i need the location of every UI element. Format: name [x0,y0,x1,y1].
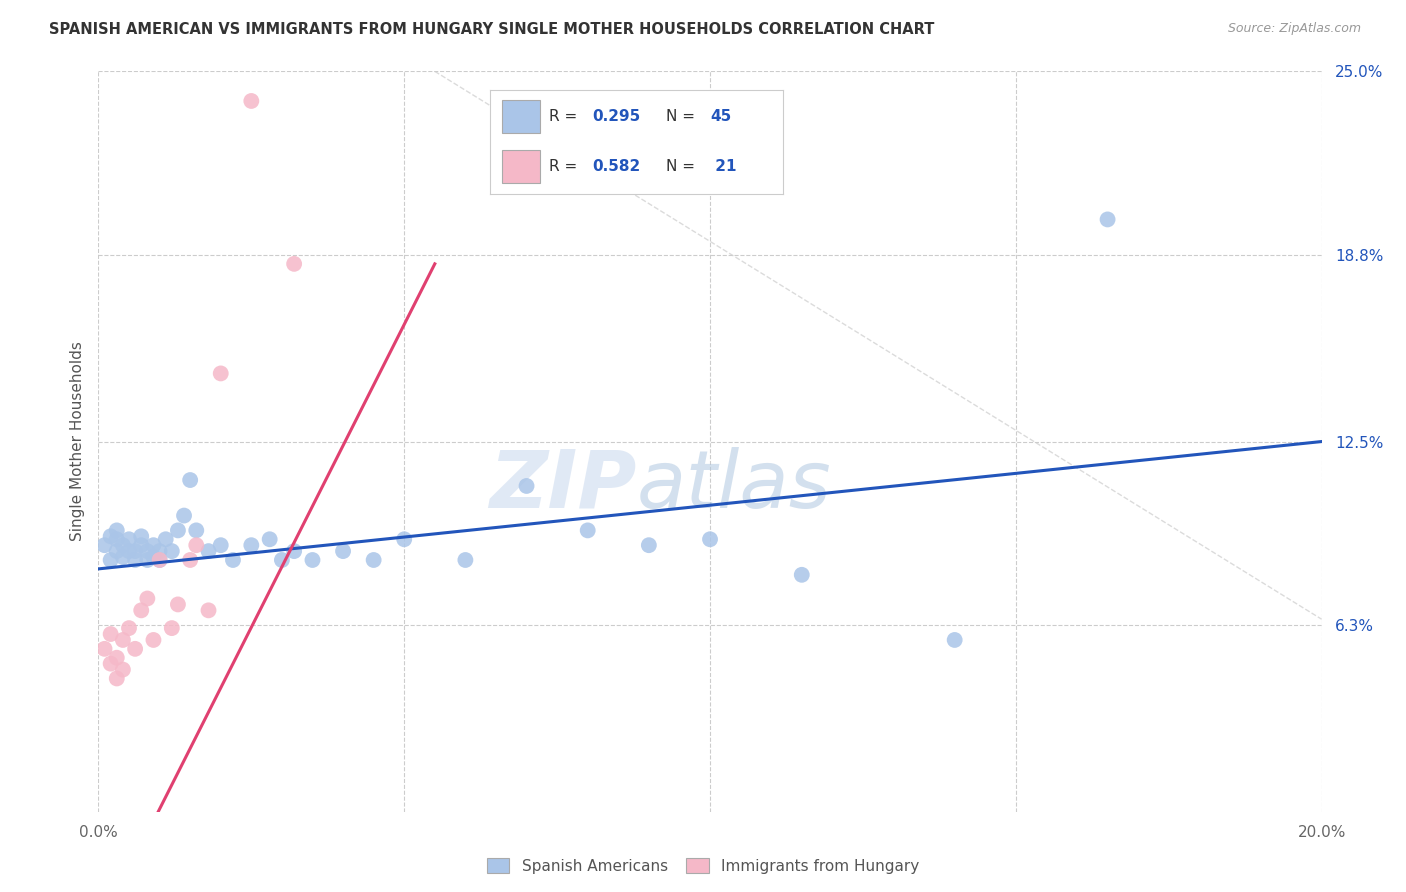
Point [100,627,122,641]
Point [129,538,152,552]
Point [149,553,172,567]
Point [124,544,146,558]
Point [142,538,165,552]
Point [118,621,141,635]
Legend: Spanish Americans, Immigrants from Hungary: Spanish Americans, Immigrants from Hunga… [481,852,925,880]
Y-axis label: Single Mother Households: Single Mother Households [69,342,84,541]
Text: ZIP: ZIP [489,447,637,525]
Point [111,538,134,552]
Point [105,544,128,558]
Point [111,663,134,677]
Point [93,641,115,656]
Point [240,538,263,552]
Point [136,544,159,558]
Point [129,603,152,617]
Point [270,553,292,567]
Point [167,524,190,538]
Point [129,529,152,543]
Point [392,533,416,547]
Point [149,553,172,567]
Point [105,533,128,547]
Point [124,553,146,567]
Point [173,508,195,523]
Text: SPANISH AMERICAN VS IMMIGRANTS FROM HUNGARY SINGLE MOTHER HOUSEHOLDS CORRELATION: SPANISH AMERICAN VS IMMIGRANTS FROM HUNG… [49,22,935,37]
Text: Source: ZipAtlas.com: Source: ZipAtlas.com [1227,22,1361,36]
Point [240,94,263,108]
Point [118,533,141,547]
Point [105,524,128,538]
Point [105,650,128,665]
Point [637,538,661,552]
Point [259,533,281,547]
Point [332,544,354,558]
Point [155,533,177,547]
Point [197,544,219,558]
Text: atlas: atlas [637,447,831,525]
Point [100,529,122,543]
Point [209,367,232,381]
Point [93,538,115,552]
Point [111,632,134,647]
Point [790,567,813,582]
Point [186,538,208,552]
Point [1097,212,1119,227]
Point [209,538,232,552]
Point [363,553,385,567]
Point [136,591,159,606]
Point [105,672,128,686]
Point [943,632,966,647]
Point [160,621,183,635]
Point [167,598,190,612]
Point [283,257,305,271]
Point [222,553,245,567]
Point [197,603,219,617]
Point [179,473,201,487]
Point [454,553,477,567]
Point [149,544,172,558]
Point [136,553,159,567]
Point [100,553,122,567]
Point [699,533,721,547]
Point [516,479,538,493]
Point [179,553,201,567]
Point [186,524,208,538]
Point [100,657,122,671]
Point [142,632,165,647]
Point [118,544,141,558]
Point [111,549,134,564]
Point [283,544,305,558]
Point [301,553,323,567]
Point [142,549,165,564]
Point [576,524,599,538]
Point [124,641,146,656]
Point [160,544,183,558]
